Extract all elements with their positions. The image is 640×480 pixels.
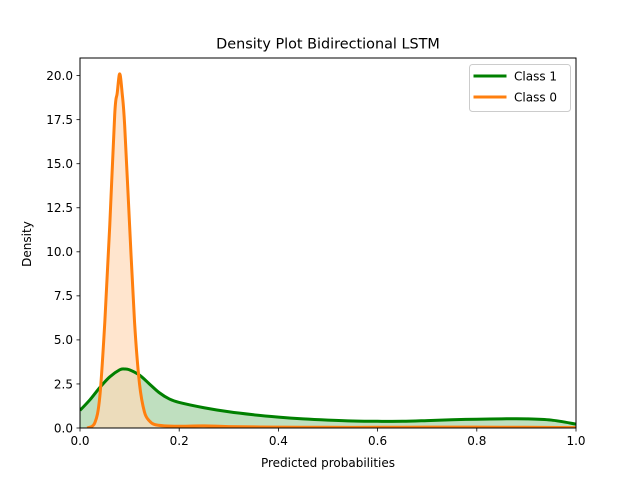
x-tick-label: 0.2 [170,434,189,448]
y-tick-label: 0.0 [54,421,73,435]
y-tick-label: 20.0 [46,69,73,83]
x-tick-label: 0.8 [467,434,486,448]
x-tick-label: 0.6 [368,434,387,448]
chart-title: Density Plot Bidirectional LSTM [216,37,440,53]
legend-label-class-1: Class 1 [514,70,557,84]
plot-area [80,72,576,428]
legend: Class 1 Class 0 [469,64,571,112]
x-tick-label: 0.4 [269,434,288,448]
x-tick-label: 1.0 [566,434,585,448]
density-line-class-0 [86,72,576,428]
density-line-class-1 [80,367,576,426]
x-tick-label: 0.0 [70,434,89,448]
y-tick-label: 17.5 [46,113,73,127]
y-tick-label: 5.0 [54,333,73,347]
y-axis-label: Density [20,221,34,267]
x-axis-label: Predicted probabilities [261,456,395,470]
y-tick-label: 7.5 [54,289,73,303]
axes-layer: 0.0 0.2 0.4 0.6 0.8 1.0 0.0 2.5 5.0 7.5 10.0 12.5 15… [46,57,586,448]
axes-frame [79,57,577,429]
legend-label-class-0: Class 0 [514,91,557,105]
area-fill-class-0 [87,73,576,428]
y-tick-label: 10.0 [46,245,73,259]
area-fill-class-1 [80,368,576,428]
y-tick-label: 15.0 [46,157,73,171]
y-tick-label: 12.5 [46,201,73,215]
series-layer [80,72,576,428]
y-tick-label: 2.5 [54,377,73,391]
